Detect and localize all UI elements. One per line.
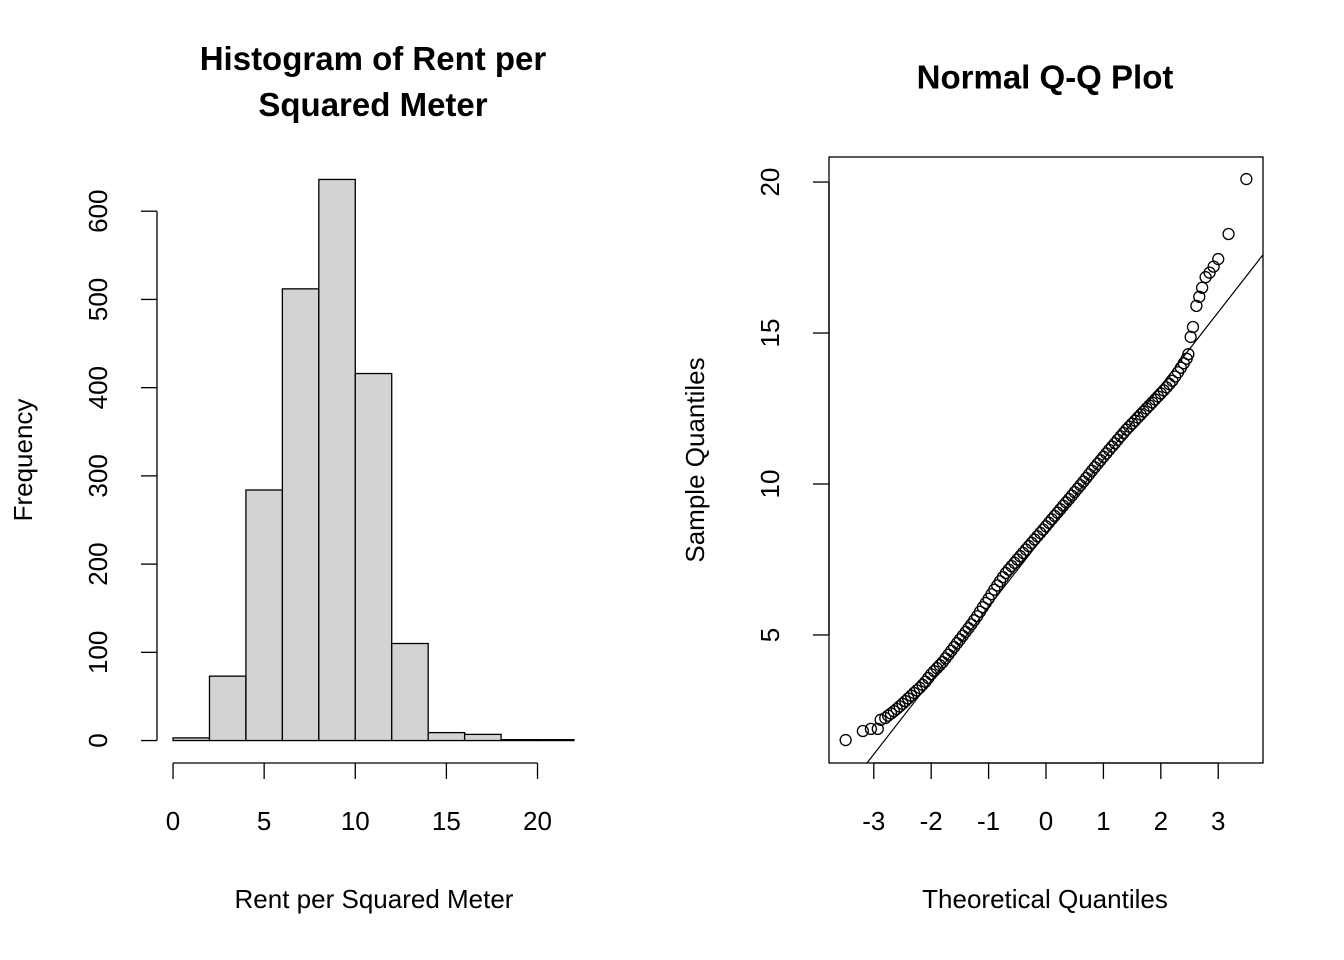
x-tick-label: 15 [432, 806, 461, 836]
y-tick-label: 400 [83, 366, 113, 409]
point [1025, 536, 1038, 550]
bar [172, 737, 211, 742]
point [1097, 450, 1110, 463]
y-tick-label: 5 [755, 628, 785, 642]
point [1045, 513, 1058, 526]
point [1008, 556, 1021, 569]
bar [281, 288, 320, 742]
point [864, 722, 878, 736]
point [1036, 523, 1050, 536]
x-tick-label: -2 [920, 806, 943, 836]
point [1111, 433, 1124, 446]
point [1028, 533, 1041, 546]
y-tick-label: 10 [755, 470, 785, 499]
point [1190, 299, 1203, 313]
x-tick-label: 20 [523, 806, 552, 836]
y-tick-label: 200 [83, 542, 113, 585]
y-tick-label: 500 [83, 278, 113, 321]
x-tick-label: 3 [1211, 806, 1225, 836]
y-axis-label: Sample Quantiles [680, 357, 710, 562]
point [1182, 348, 1195, 361]
chart-title: Histogram of Rent per Squared Meter [199, 40, 547, 123]
y-tick-label: 0 [83, 733, 113, 747]
y-tick-label: 100 [83, 631, 113, 674]
point [1022, 540, 1035, 553]
bar [427, 731, 466, 742]
point [1011, 553, 1024, 566]
bar [536, 739, 575, 742]
point [968, 614, 981, 627]
point [871, 722, 884, 736]
point [1186, 320, 1200, 334]
bar [245, 489, 284, 742]
y-tick-label: 600 [83, 190, 113, 233]
x-tick-label: -3 [862, 806, 885, 836]
y-tick-label: 20 [755, 168, 785, 197]
x-tick-label: 10 [341, 806, 370, 836]
point [1105, 440, 1119, 453]
point [993, 575, 1007, 588]
plot-box [828, 156, 1264, 764]
bar [500, 739, 539, 742]
y-tick-label: 300 [83, 454, 113, 497]
point [1212, 252, 1225, 266]
bar [354, 372, 393, 742]
x-tick-label: 1 [1096, 806, 1110, 836]
point [1048, 509, 1061, 523]
point [1031, 530, 1044, 543]
point [1014, 550, 1027, 563]
chart-title: Normal Q-Q Plot [917, 59, 1174, 96]
x-tick-label: 0 [1039, 806, 1053, 836]
point [856, 724, 870, 738]
point [1222, 227, 1235, 241]
x-axis-label: Theoretical Quantiles [922, 884, 1168, 914]
x-tick-label: 0 [166, 806, 180, 836]
bar [391, 642, 429, 742]
x-tick-label: -1 [977, 806, 1000, 836]
point [1034, 526, 1047, 540]
point [1039, 520, 1053, 533]
point [1016, 546, 1030, 559]
point [1199, 271, 1212, 284]
point [1114, 430, 1127, 443]
point [1100, 447, 1113, 460]
point [922, 671, 935, 685]
point [1163, 377, 1176, 391]
point [1019, 543, 1033, 556]
x-tick-label: 5 [257, 806, 271, 836]
y-tick-label: 15 [755, 319, 785, 348]
point [1203, 266, 1216, 279]
point [962, 622, 975, 635]
point [1002, 563, 1015, 576]
point [839, 733, 852, 747]
point [1042, 516, 1056, 529]
y-axis-label: Frequency [8, 399, 38, 522]
x-tick-label: 2 [1154, 806, 1168, 836]
bar [318, 178, 356, 742]
point [965, 618, 978, 631]
point [1005, 559, 1018, 573]
bar [208, 675, 247, 742]
point [1108, 437, 1122, 450]
point [1193, 290, 1206, 303]
point [1240, 172, 1253, 186]
x-axis-label: Rent per Squared Meter [235, 884, 514, 914]
point [1184, 330, 1197, 344]
bar [463, 733, 502, 742]
point [1102, 443, 1116, 457]
